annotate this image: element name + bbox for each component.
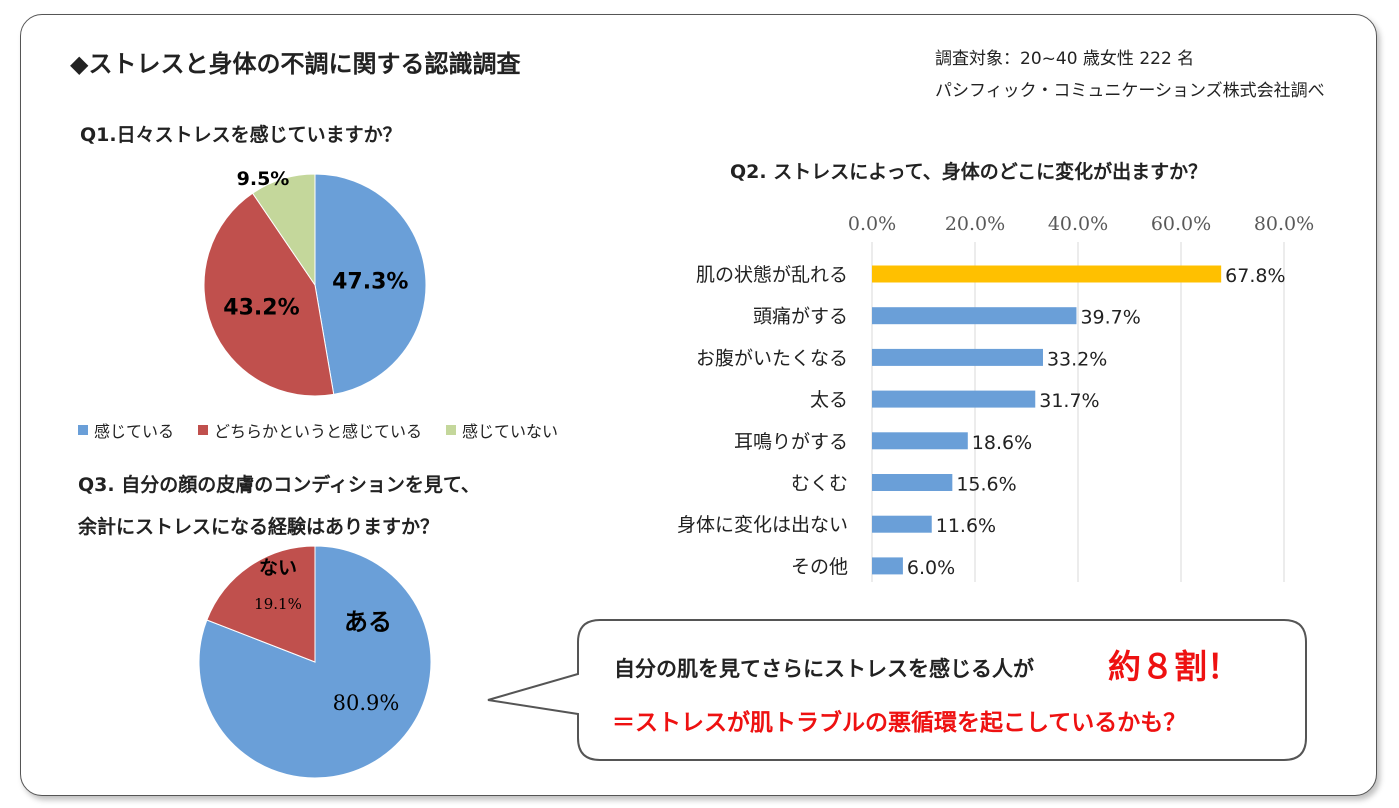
q1-title: Q1.日々ストレスを感じていますか？ bbox=[80, 124, 402, 146]
q1-slice-somewhat bbox=[203, 192, 335, 397]
q2-tick-label: 20.0% bbox=[945, 213, 1005, 235]
q2-value-label: 39.7% bbox=[1080, 307, 1140, 329]
survey-source: パシフィック・コミュニケーションズ株式会社調べ bbox=[935, 81, 1325, 101]
q3-title-line2: 余計にストレスになる経験はありますか？ bbox=[78, 516, 440, 538]
q2-value-label: 67.8% bbox=[1225, 265, 1285, 287]
q1-slice-feel bbox=[314, 173, 427, 395]
q2-category-label: 耳鳴りがする bbox=[734, 431, 848, 453]
q2-category-label: 太る bbox=[810, 389, 848, 411]
q2-value-label: 31.7% bbox=[1039, 390, 1099, 412]
q2-tick-label: 60.0% bbox=[1151, 213, 1211, 235]
q2-bar bbox=[872, 307, 1077, 325]
q1-label-2: 9.5% bbox=[237, 168, 290, 190]
q3-slice-no bbox=[206, 545, 316, 663]
q2-category-label: むくむ bbox=[791, 473, 848, 495]
q2-value-label: 33.2% bbox=[1047, 348, 1107, 370]
q2-tick-label: 40.0% bbox=[1048, 213, 1108, 235]
legend-item-not: 感じていない bbox=[446, 418, 558, 442]
legend-item-feel: 感じている bbox=[78, 418, 174, 442]
callout-bubble: 自分の肌を見てさらにストレスを感じる人が 約８割！ ＝ストレスが肌トラブルの悪循… bbox=[487, 619, 1307, 761]
q2-category-label: 肌の状態が乱れる bbox=[696, 264, 848, 286]
q3-pie: ある ない 80.9% 19.1% bbox=[198, 545, 432, 779]
q3-title-line1: Q3. 自分の顔の皮膚のコンディションを見て、 bbox=[78, 474, 480, 496]
q2-value-label: 6.0% bbox=[907, 557, 955, 579]
q2-value-label: 11.6% bbox=[936, 515, 996, 537]
q2-category-label: 頭痛がする bbox=[753, 306, 848, 328]
q3-label-yes: 80.9% bbox=[333, 691, 400, 715]
q2-bar bbox=[872, 390, 1036, 408]
page-title: ◆ストレスと身体の不調に関する認識調査 bbox=[70, 50, 521, 78]
q2-value-label: 18.6% bbox=[972, 432, 1032, 454]
q2-category-label: 身体に変化は出ない bbox=[677, 514, 848, 536]
q2-tick-label: 0.0% bbox=[848, 213, 896, 235]
q1-label-1: 43.2% bbox=[223, 296, 299, 321]
q1-legend: 感じている どちらかというと感じている 感じていない bbox=[78, 418, 558, 442]
q2-bar-chart: 0.0% 20.0% 40.0% 60.0% 80.0% 肌の状態が乱れる 67.8% 頭痛… bbox=[677, 213, 1314, 582]
q3-category-yes: ある bbox=[344, 608, 392, 636]
survey-subject: 調査対象：20~40 歳女性 222 名 bbox=[935, 49, 1195, 69]
q1-pie: 47.3% 43.2% 9.5% bbox=[203, 168, 427, 397]
q2-tick-label: 80.0% bbox=[1254, 213, 1314, 235]
q2-value-label: 15.6% bbox=[956, 474, 1016, 496]
q2-bar bbox=[872, 348, 1043, 366]
q3-category-no: ない bbox=[259, 557, 297, 579]
q1-label-0: 47.3% bbox=[332, 269, 408, 294]
q1-slice-not bbox=[251, 173, 316, 287]
q2-bar bbox=[872, 432, 968, 450]
callout-line2: ＝ストレスが肌トラブルの悪循環を起こしているかも？ bbox=[612, 709, 1186, 736]
q3-label-no: 19.1% bbox=[254, 595, 302, 613]
q2-category-label: お腹がいたくなる bbox=[696, 347, 848, 369]
q2-bar bbox=[872, 557, 903, 575]
q2-category-label: その他 bbox=[791, 556, 848, 578]
q2-bar bbox=[872, 515, 932, 533]
q2-bar bbox=[872, 474, 953, 491]
q2-bar bbox=[872, 265, 1222, 283]
legend-item-somewhat: どちらかというと感じている bbox=[198, 418, 422, 442]
callout-line1: 自分の肌を見てさらにストレスを感じる人が bbox=[614, 657, 1034, 681]
q2-title: Q2. ストレスによって、身体のどこに変化が出ますか？ bbox=[730, 161, 1208, 183]
callout-emphasis: 約８割！ bbox=[1108, 647, 1240, 686]
